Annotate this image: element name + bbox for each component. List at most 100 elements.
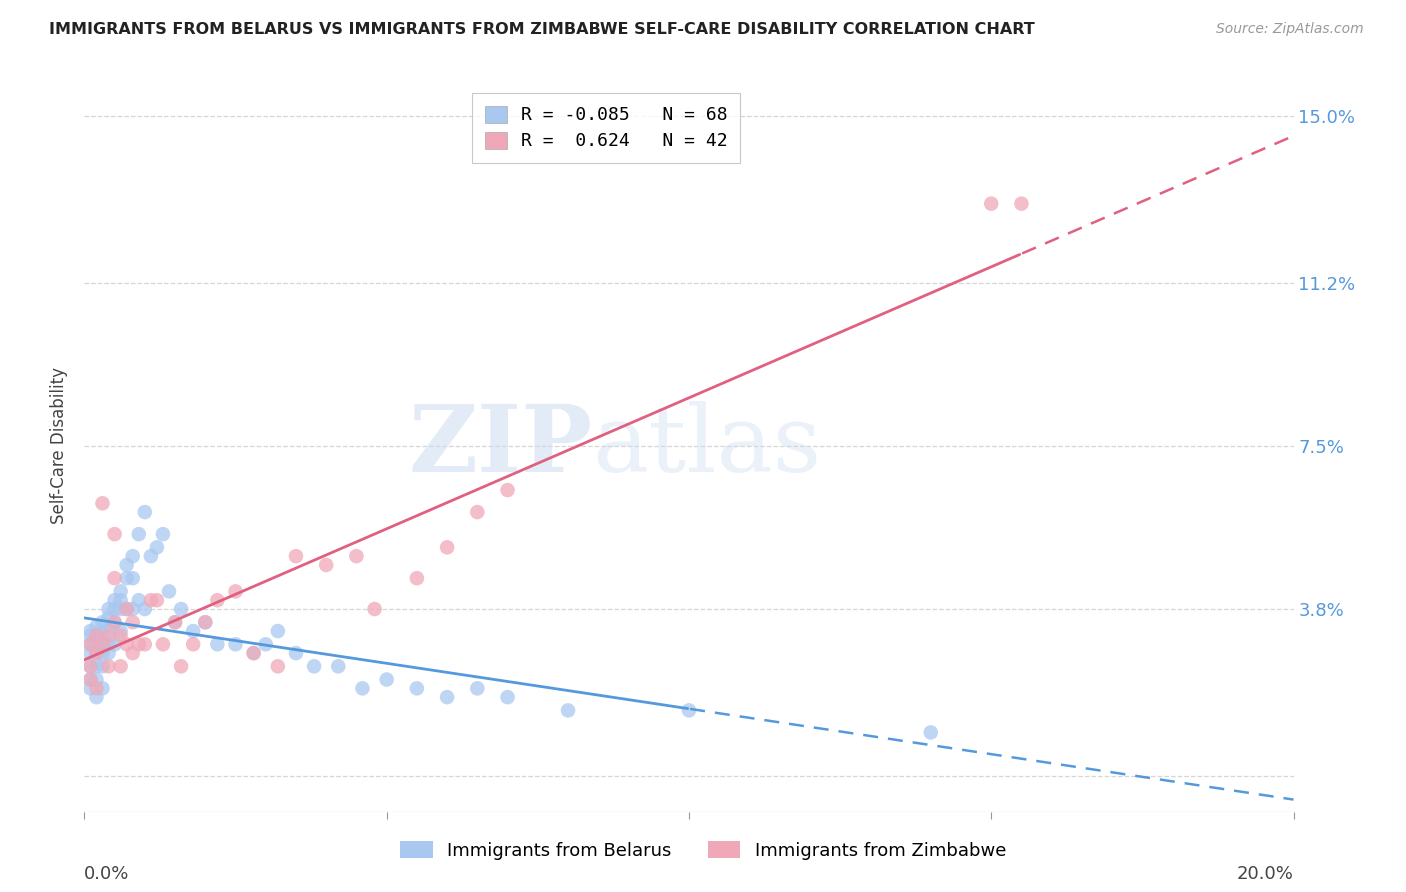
- Point: [110, 628, 132, 642]
- Point: [285, 549, 308, 563]
- Point: [115, 637, 138, 651]
- Point: [79, 659, 101, 673]
- Point: [121, 571, 143, 585]
- Point: [352, 681, 374, 696]
- Point: [110, 624, 132, 638]
- Point: [86, 690, 108, 705]
- Text: 20.0%: 20.0%: [1237, 864, 1294, 882]
- Point: [194, 615, 217, 630]
- Point: [436, 690, 458, 705]
- Point: [79, 673, 101, 687]
- Point: [86, 646, 108, 660]
- Point: [115, 602, 138, 616]
- Point: [406, 681, 429, 696]
- Point: [207, 637, 229, 651]
- Point: [128, 637, 150, 651]
- Point: [181, 624, 204, 638]
- Point: [86, 637, 108, 651]
- Point: [1011, 196, 1033, 211]
- Point: [139, 549, 162, 563]
- Text: Source: ZipAtlas.com: Source: ZipAtlas.com: [1216, 22, 1364, 37]
- Point: [980, 196, 1002, 211]
- Point: [86, 628, 108, 642]
- Point: [104, 637, 127, 651]
- Point: [79, 637, 101, 651]
- Point: [115, 571, 138, 585]
- Point: [91, 637, 114, 651]
- Point: [91, 637, 114, 651]
- Point: [91, 624, 114, 638]
- Point: [146, 593, 169, 607]
- Point: [91, 646, 114, 660]
- Point: [302, 659, 325, 673]
- Point: [328, 659, 350, 673]
- Point: [134, 505, 156, 519]
- Point: [496, 690, 519, 705]
- Point: [79, 646, 101, 660]
- Point: [86, 681, 108, 696]
- Legend: Immigrants from Belarus, Immigrants from Zimbabwe: Immigrants from Belarus, Immigrants from…: [392, 834, 1014, 867]
- Point: [121, 615, 143, 630]
- Point: [86, 659, 108, 673]
- Point: [79, 681, 101, 696]
- Point: [139, 593, 162, 607]
- Point: [121, 646, 143, 660]
- Point: [375, 673, 398, 687]
- Legend: R = -0.085   N = 68, R =  0.624   N = 42: R = -0.085 N = 68, R = 0.624 N = 42: [472, 93, 741, 163]
- Point: [115, 602, 138, 616]
- Point: [91, 659, 114, 673]
- Point: [406, 571, 429, 585]
- Y-axis label: Self-Care Disability: Self-Care Disability: [51, 368, 69, 524]
- Point: [363, 602, 385, 616]
- Point: [97, 624, 120, 638]
- Point: [134, 602, 156, 616]
- Point: [104, 615, 127, 630]
- Point: [242, 646, 264, 660]
- Point: [678, 703, 700, 717]
- Point: [267, 624, 290, 638]
- Point: [110, 659, 132, 673]
- Point: [104, 615, 127, 630]
- Point: [207, 593, 229, 607]
- Point: [134, 637, 156, 651]
- Point: [267, 659, 290, 673]
- Point: [79, 673, 101, 687]
- Point: [121, 549, 143, 563]
- Point: [285, 646, 308, 660]
- Point: [254, 637, 277, 651]
- Point: [104, 571, 127, 585]
- Point: [315, 558, 337, 572]
- Text: ZIP: ZIP: [408, 401, 592, 491]
- Point: [157, 584, 180, 599]
- Point: [79, 659, 101, 673]
- Point: [436, 541, 458, 555]
- Text: atlas: atlas: [592, 401, 821, 491]
- Point: [496, 483, 519, 497]
- Point: [86, 628, 108, 642]
- Point: [181, 637, 204, 651]
- Point: [165, 615, 187, 630]
- Point: [91, 496, 114, 510]
- Point: [104, 593, 127, 607]
- Point: [91, 681, 114, 696]
- Point: [97, 628, 120, 642]
- Point: [110, 584, 132, 599]
- Point: [467, 681, 489, 696]
- Point: [128, 593, 150, 607]
- Point: [97, 602, 120, 616]
- Point: [91, 615, 114, 630]
- Point: [467, 505, 489, 519]
- Point: [128, 527, 150, 541]
- Text: IMMIGRANTS FROM BELARUS VS IMMIGRANTS FROM ZIMBABWE SELF-CARE DISABILITY CORRELA: IMMIGRANTS FROM BELARUS VS IMMIGRANTS FR…: [49, 22, 1035, 37]
- Point: [346, 549, 368, 563]
- Point: [165, 615, 187, 630]
- Point: [115, 558, 138, 572]
- Point: [920, 725, 942, 739]
- Point: [152, 527, 174, 541]
- Point: [97, 611, 120, 625]
- Point: [152, 637, 174, 651]
- Point: [79, 624, 101, 638]
- Point: [194, 615, 217, 630]
- Point: [104, 602, 127, 616]
- Point: [110, 602, 132, 616]
